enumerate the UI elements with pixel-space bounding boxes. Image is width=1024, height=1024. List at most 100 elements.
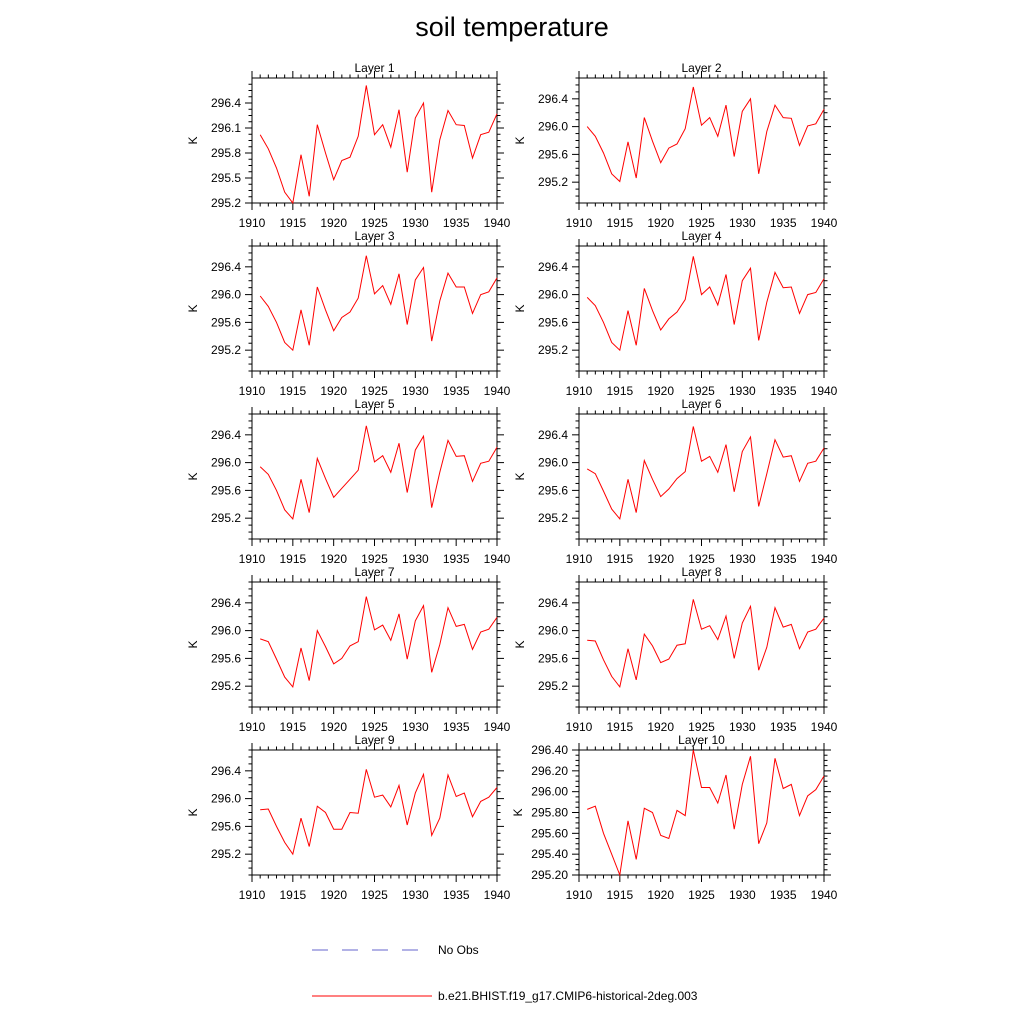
panel-title: Layer 9 — [354, 733, 394, 747]
x-tick-label: 1930 — [729, 216, 756, 230]
x-tick-label: 1920 — [320, 720, 347, 734]
panel-title: Layer 8 — [681, 565, 721, 579]
x-tick-label: 1910 — [566, 216, 593, 230]
x-tick-label: 1930 — [729, 720, 756, 734]
y-tick-label: 295.6 — [538, 147, 568, 161]
x-tick-label: 1910 — [239, 216, 266, 230]
x-tick-label: 1915 — [606, 888, 633, 902]
y-tick-label: 296.40 — [531, 743, 568, 757]
x-tick-label: 1920 — [320, 888, 347, 902]
y-tick-label: 296.0 — [538, 288, 568, 302]
y-tick-label: 295.2 — [538, 679, 568, 693]
y-tick-label: 296.4 — [211, 260, 241, 274]
x-tick-label: 1940 — [811, 552, 838, 566]
x-tick-label: 1915 — [279, 552, 306, 566]
x-tick-label: 1920 — [320, 552, 347, 566]
y-tick-label: 295.6 — [211, 819, 241, 833]
x-tick-label: 1925 — [688, 384, 715, 398]
x-tick-label: 1930 — [729, 552, 756, 566]
y-tick-label: 296.0 — [211, 624, 241, 638]
x-tick-label: 1920 — [320, 384, 347, 398]
y-tick-label: 295.2 — [211, 847, 241, 861]
panel-title: Layer 5 — [354, 397, 394, 411]
y-tick-label: 296.0 — [538, 456, 568, 470]
y-tick-label: 295.40 — [531, 847, 568, 861]
x-tick-label: 1935 — [443, 384, 470, 398]
y-tick-label: 296.4 — [538, 92, 568, 106]
x-tick-label: 1930 — [729, 888, 756, 902]
panel-layer-4: Layer 4 1910 1915 1920 1925 1930 1935 1940 295.2… — [513, 229, 838, 398]
x-tick-label: 1930 — [402, 888, 429, 902]
panel-layer-9: Layer 9 1910 1915 1920 1925 1930 1935 1940 295.2… — [186, 733, 511, 902]
x-tick-label: 1935 — [770, 888, 797, 902]
panel-layer-7: Layer 7 1910 1915 1920 1925 1930 1935 1940 295.2… — [186, 565, 511, 734]
y-tick-label: 296.4 — [211, 96, 241, 110]
x-tick-label: 1925 — [688, 888, 715, 902]
x-tick-label: 1930 — [402, 552, 429, 566]
series-line — [260, 769, 498, 856]
plot-frame — [251, 749, 498, 876]
x-tick-label: 1940 — [811, 720, 838, 734]
x-tick-label: 1915 — [279, 384, 306, 398]
x-tick-label: 1910 — [566, 552, 593, 566]
y-tick-label: 296.20 — [531, 764, 568, 778]
x-tick-label: 1910 — [566, 384, 593, 398]
x-tick-label: 1940 — [811, 888, 838, 902]
x-tick-label: 1915 — [606, 216, 633, 230]
plot-frame — [578, 77, 825, 204]
y-tick-label: 295.2 — [538, 511, 568, 525]
y-axis-label: K — [513, 304, 527, 312]
legend-label: b.e21.BHIST.f19_g17.CMIP6-historical-2de… — [438, 989, 698, 1003]
plot-frame — [578, 245, 825, 372]
x-tick-label: 1910 — [239, 720, 266, 734]
x-tick-label: 1935 — [770, 384, 797, 398]
y-tick-label: 296.4 — [538, 596, 568, 610]
y-tick-label: 296.0 — [211, 456, 241, 470]
y-axis-label: K — [513, 136, 527, 144]
x-tick-label: 1920 — [647, 552, 674, 566]
panel-layer-8: Layer 8 1910 1915 1920 1925 1930 1935 1940 295.2… — [513, 565, 838, 734]
y-tick-label: 295.6 — [538, 315, 568, 329]
x-tick-label: 1915 — [279, 888, 306, 902]
plot-frame — [251, 77, 498, 204]
panel-title: Layer 4 — [681, 229, 721, 243]
y-tick-label: 296.4 — [538, 260, 568, 274]
x-tick-label: 1920 — [647, 720, 674, 734]
y-tick-label: 296.0 — [211, 288, 241, 302]
x-tick-label: 1935 — [443, 216, 470, 230]
plot-frame — [578, 413, 825, 540]
y-tick-label: 296.0 — [538, 120, 568, 134]
panel-layer-6: Layer 6 1910 1915 1920 1925 1930 1935 1940 295.2… — [513, 397, 838, 566]
y-tick-label: 295.6 — [211, 651, 241, 665]
x-tick-label: 1920 — [320, 216, 347, 230]
plot-frame — [578, 749, 825, 876]
x-tick-label: 1925 — [361, 216, 388, 230]
x-tick-label: 1925 — [361, 552, 388, 566]
x-tick-label: 1910 — [566, 720, 593, 734]
plot-frame — [578, 581, 825, 708]
y-tick-label: 295.2 — [211, 511, 241, 525]
x-tick-label: 1940 — [484, 384, 511, 398]
plot-frame — [251, 581, 498, 708]
y-tick-label: 296.1 — [211, 121, 241, 135]
x-tick-label: 1910 — [566, 888, 593, 902]
panel-title: Layer 6 — [681, 397, 721, 411]
x-tick-label: 1915 — [606, 384, 633, 398]
x-tick-label: 1925 — [361, 720, 388, 734]
x-tick-label: 1925 — [361, 384, 388, 398]
y-axis-label: K — [186, 472, 200, 480]
x-tick-label: 1910 — [239, 552, 266, 566]
series-line — [259, 425, 498, 520]
y-tick-label: 296.4 — [211, 764, 241, 778]
panel-layer-1: Layer 1 1910 1915 1920 1925 1930 1935 1940 295.2… — [186, 61, 511, 230]
y-tick-label: 295.2 — [538, 175, 568, 189]
y-tick-label: 295.2 — [211, 196, 241, 210]
x-tick-label: 1915 — [279, 720, 306, 734]
y-tick-label: 295.2 — [538, 343, 568, 357]
y-axis-label: K — [513, 640, 527, 648]
y-tick-label: 295.6 — [538, 483, 568, 497]
x-tick-label: 1935 — [770, 216, 797, 230]
y-tick-label: 295.6 — [211, 483, 241, 497]
y-tick-label: 296.4 — [211, 428, 241, 442]
